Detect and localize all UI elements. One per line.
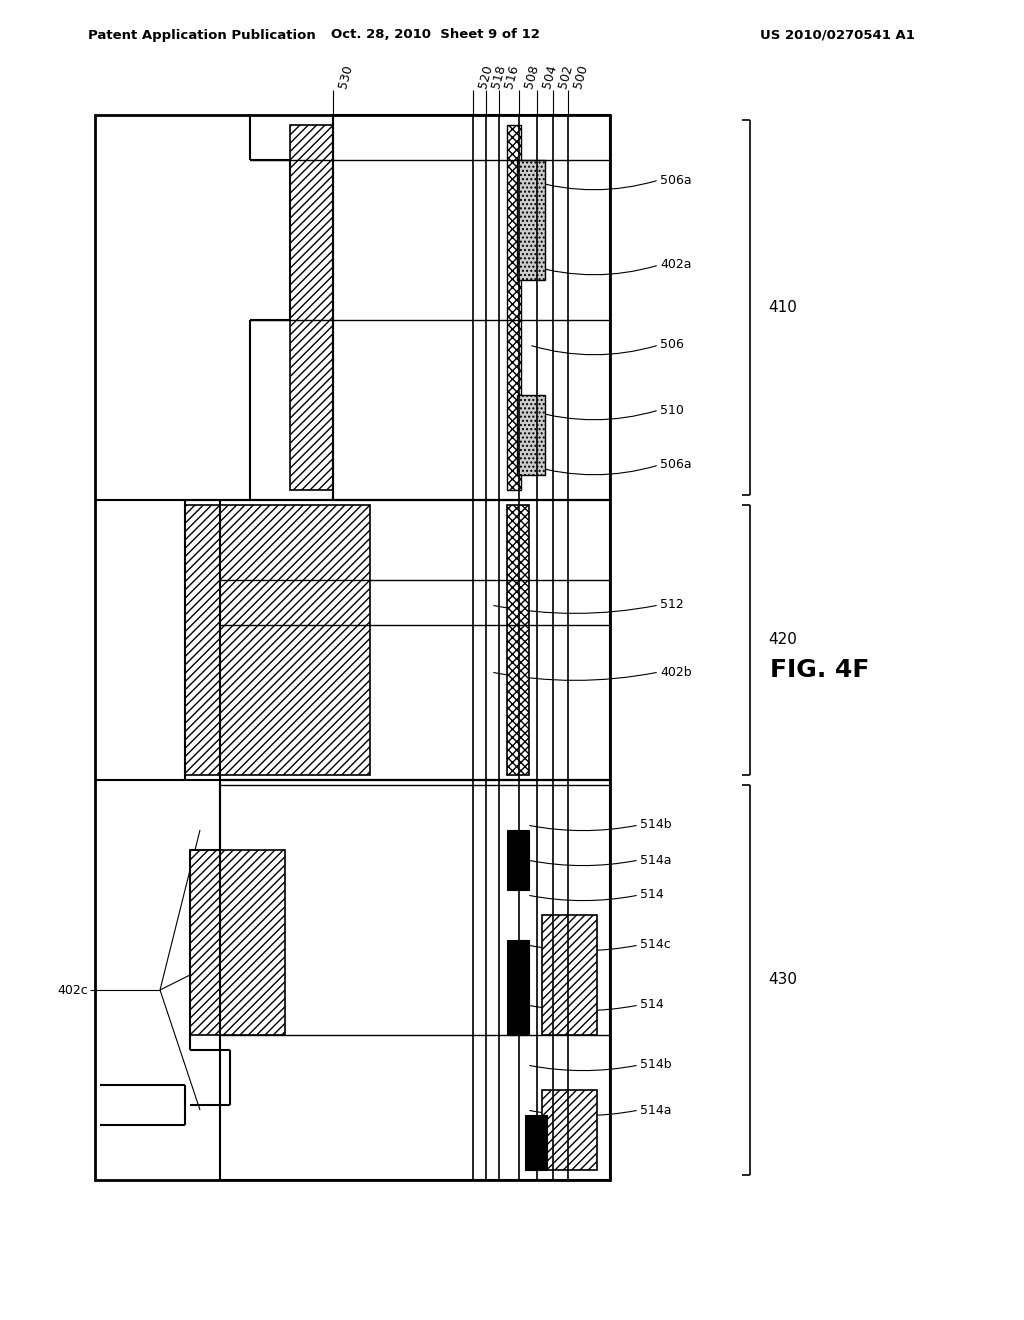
Text: 514a: 514a (640, 854, 672, 866)
Text: Oct. 28, 2010  Sheet 9 of 12: Oct. 28, 2010 Sheet 9 of 12 (331, 29, 540, 41)
Text: FIG. 4F: FIG. 4F (770, 657, 869, 682)
Bar (220, 780, 610, 1180)
Bar (517, 395, 545, 475)
Bar (525, 1115, 547, 1170)
Text: 530: 530 (336, 63, 354, 90)
Text: 502: 502 (556, 63, 574, 90)
Bar (507, 506, 529, 775)
Text: 510: 510 (660, 404, 684, 417)
Text: 512: 512 (660, 598, 684, 611)
Bar (220, 500, 610, 780)
Text: 514: 514 (640, 998, 664, 1011)
Text: 514: 514 (640, 888, 664, 902)
Text: 402b: 402b (660, 665, 691, 678)
Text: 518: 518 (489, 63, 508, 90)
Text: 430: 430 (768, 973, 797, 987)
Bar (542, 915, 597, 1035)
Text: 402a: 402a (660, 259, 691, 272)
Text: 508: 508 (522, 63, 541, 90)
Bar (507, 830, 529, 890)
Text: 420: 420 (768, 632, 797, 648)
Bar (542, 1090, 597, 1170)
Text: 514b: 514b (640, 1059, 672, 1072)
Text: US 2010/0270541 A1: US 2010/0270541 A1 (760, 29, 914, 41)
Text: 410: 410 (768, 301, 797, 315)
Text: Patent Application Publication: Patent Application Publication (88, 29, 315, 41)
Bar (185, 506, 370, 775)
Text: 520: 520 (476, 63, 495, 90)
Text: 514c: 514c (640, 939, 671, 952)
Text: 506a: 506a (660, 458, 691, 471)
Text: 516: 516 (502, 63, 520, 90)
Bar (190, 850, 285, 1035)
Text: 500: 500 (571, 63, 590, 90)
Bar (290, 125, 333, 490)
Text: 506: 506 (660, 338, 684, 351)
Bar (333, 115, 610, 500)
Text: 402c: 402c (57, 983, 88, 997)
Text: 514a: 514a (640, 1104, 672, 1117)
Text: 504: 504 (540, 63, 559, 90)
Text: 506a: 506a (660, 173, 691, 186)
Bar (507, 125, 521, 490)
Bar (507, 940, 529, 1035)
Bar (517, 160, 545, 280)
Bar (95, 115, 610, 1180)
Text: 514b: 514b (640, 818, 672, 832)
